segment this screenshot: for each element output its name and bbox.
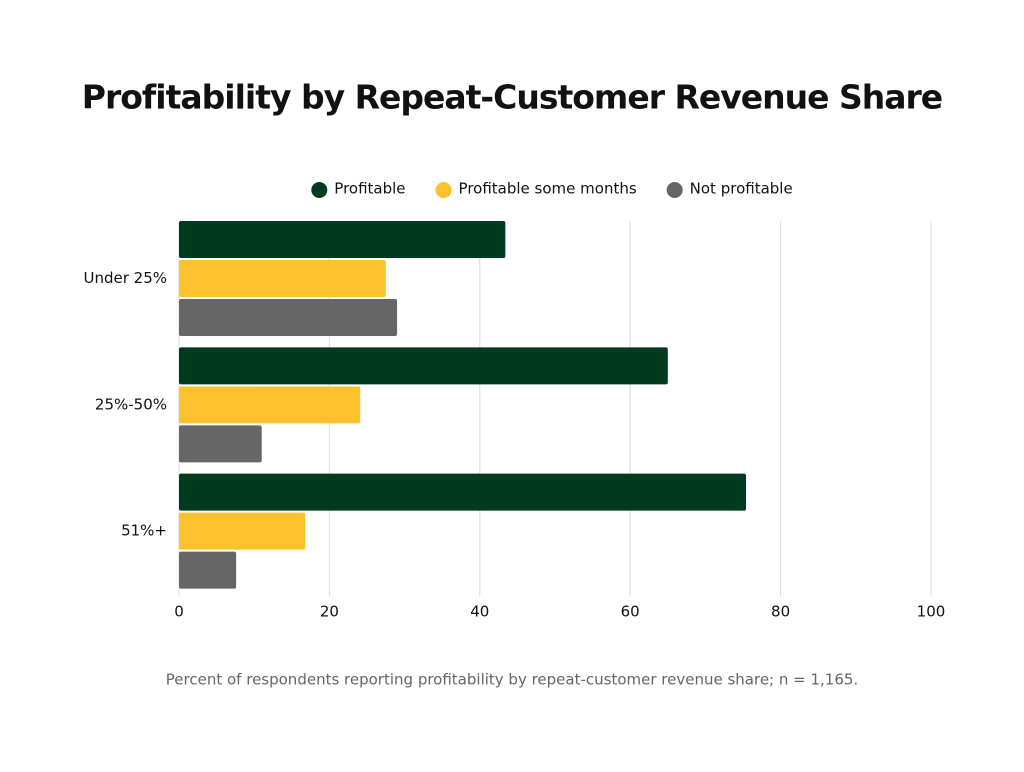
- caption: Percent of respondents reporting profita…: [166, 671, 858, 689]
- bar: [179, 551, 237, 589]
- legend-marker: [666, 182, 683, 198]
- x-tick-label: 60: [621, 603, 640, 621]
- legend-marker: [435, 182, 452, 198]
- x-tick-label: 80: [771, 603, 790, 621]
- bar: [179, 221, 506, 258]
- chart-title: Profitability by Repeat-Customer Revenue…: [82, 78, 942, 117]
- bar: [179, 425, 262, 463]
- y-tick-label: 25%-50%: [95, 395, 167, 413]
- x-tick-label: 40: [470, 603, 489, 621]
- bar: [179, 299, 398, 336]
- y-tick-label: Under 25%: [83, 269, 167, 287]
- bar: [179, 260, 386, 297]
- legend-label: Profitable: [334, 180, 405, 198]
- legend-label: Not profitable: [690, 180, 793, 198]
- x-tick-label: 20: [320, 603, 339, 621]
- bar: [179, 386, 361, 424]
- x-tick-label: 0: [174, 603, 184, 621]
- bar: [179, 512, 306, 550]
- bar: [179, 347, 668, 385]
- legend-label: Profitable some months: [459, 180, 637, 198]
- bar: [179, 473, 747, 511]
- x-tick-label: 100: [917, 603, 946, 621]
- y-tick-label: 51%+: [121, 522, 167, 540]
- legend: Profitable Profitable some months Not prof…: [311, 180, 793, 198]
- legend-marker: [311, 182, 328, 198]
